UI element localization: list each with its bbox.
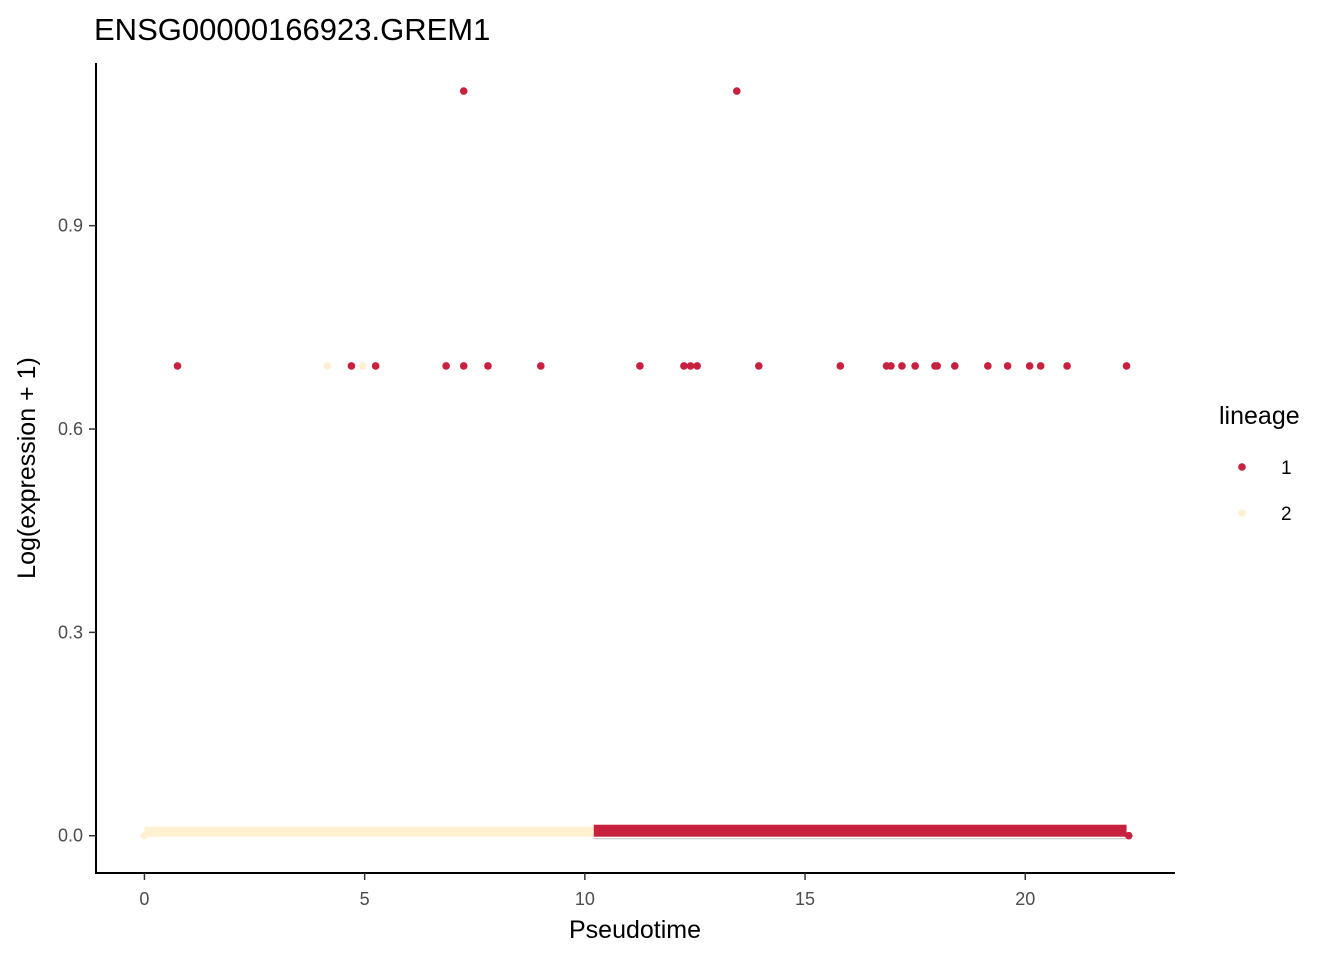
point-lineage-2	[323, 362, 332, 370]
zero-band-lineage-1	[593, 824, 1127, 837]
point-lineage-1	[459, 362, 468, 370]
y-tick-label: 0.3	[58, 622, 83, 642]
point-lineage-1	[636, 362, 644, 370]
point-lineage-1	[173, 362, 182, 370]
y-tick-label: 0.0	[58, 826, 83, 846]
point-lineage-2	[140, 831, 149, 840]
point-lineage-1	[911, 362, 919, 370]
point-lineage-2	[358, 362, 367, 370]
legend: lineage 1 2	[1219, 402, 1300, 525]
point-lineage-1	[347, 362, 356, 370]
point-lineage-1	[898, 362, 906, 370]
x-tick-label: 20	[1015, 889, 1035, 909]
point-lineage-1	[755, 362, 763, 370]
point-lineage-1	[459, 87, 468, 95]
point-lineage-1	[1036, 362, 1045, 370]
chart-title: ENSG00000166923.GREM1	[94, 12, 490, 47]
point-lineage-1	[371, 362, 380, 370]
point-lineage-1	[680, 362, 688, 370]
point-lineage-1	[484, 362, 492, 370]
legend-label-lineage-1: 1	[1281, 458, 1292, 479]
point-lineage-1	[686, 362, 695, 370]
x-axis-ticks: 0 5 10 15 20	[139, 873, 1035, 909]
x-tick-label: 0	[139, 889, 149, 909]
x-axis-title: Pseudotime	[569, 916, 701, 944]
x-tick-label: 15	[795, 889, 815, 909]
point-lineage-1	[887, 362, 895, 370]
y-tick-label: 0.6	[58, 419, 83, 439]
y-axis-title: Log(expression + 1)	[13, 357, 41, 579]
legend-title: lineage	[1219, 402, 1300, 430]
legend-key-lineage-2	[1238, 509, 1246, 517]
y-axis-ticks: 0.0 0.3 0.6 0.9	[58, 216, 96, 846]
point-lineage-1	[836, 362, 845, 370]
point-lineage-1	[693, 362, 701, 370]
point-lineage-1	[950, 362, 959, 370]
zero-band-lineage-2	[144, 826, 594, 837]
point-lineage-1	[1124, 831, 1133, 840]
point-lineage-1	[1025, 362, 1034, 370]
point-lineage-1	[1003, 362, 1012, 370]
point-lineage-1	[537, 362, 545, 370]
x-tick-label: 5	[360, 889, 370, 909]
x-tick-label: 10	[575, 889, 595, 909]
point-lineage-1	[1122, 362, 1131, 370]
point-lineage-1	[984, 362, 992, 370]
point-lineage-1	[1063, 362, 1071, 370]
legend-key-lineage-1	[1238, 463, 1246, 471]
data-points	[140, 87, 1133, 840]
y-tick-label: 0.9	[58, 216, 83, 236]
legend-label-lineage-2: 2	[1281, 504, 1292, 525]
point-lineage-1	[442, 362, 450, 370]
point-lineage-1	[933, 362, 941, 370]
point-lineage-1	[732, 87, 741, 95]
